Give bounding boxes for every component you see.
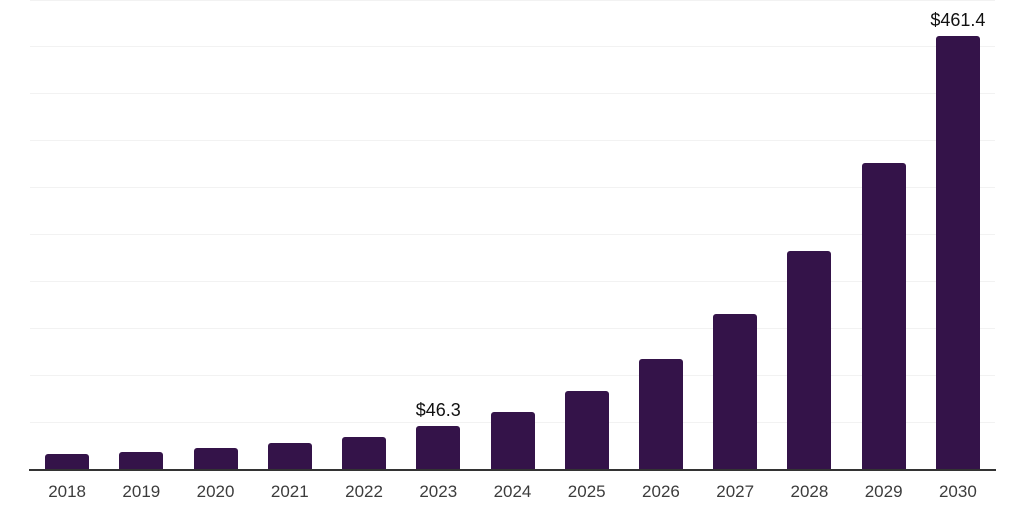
bar-2030[interactable] <box>935 36 980 470</box>
x-tick-label-2023: 2023 <box>419 482 458 501</box>
bar-2021[interactable] <box>267 442 312 470</box>
x-axis-line <box>29 469 996 471</box>
gridline <box>30 140 995 141</box>
gridline <box>30 234 995 235</box>
bar-2023[interactable] <box>416 426 461 470</box>
x-tick-label-2018: 2018 <box>48 482 87 501</box>
bar-2026[interactable] <box>638 359 683 470</box>
gridline <box>30 187 995 188</box>
x-tick-label-2022: 2022 <box>345 482 383 501</box>
bar-2020[interactable] <box>193 448 238 470</box>
gridline <box>30 375 995 376</box>
x-tick-label-2021: 2021 <box>270 482 309 501</box>
bar-2029[interactable] <box>861 162 906 470</box>
bar-2028[interactable] <box>787 250 832 470</box>
bar-2024[interactable] <box>490 411 535 470</box>
bar-2019[interactable] <box>119 452 164 470</box>
x-tick-label-2028: 2028 <box>790 482 829 501</box>
gridline <box>30 281 995 282</box>
gridline <box>30 328 995 329</box>
bar-2022[interactable] <box>342 436 387 470</box>
x-tick-label-2030: 2030 <box>938 482 977 501</box>
gridline <box>30 93 995 94</box>
value-label-2023: $46.3 <box>415 400 461 421</box>
bar-2027[interactable] <box>713 313 758 470</box>
x-tick-label-2026: 2026 <box>642 482 680 501</box>
gridline <box>30 0 995 1</box>
gridline <box>30 46 995 47</box>
x-tick-label-2025: 2025 <box>567 482 606 501</box>
x-tick-label-2020: 2020 <box>196 482 235 501</box>
value-label-2030: $461.4 <box>930 10 986 31</box>
bar-2018[interactable] <box>45 454 90 470</box>
x-tick-label-2019: 2019 <box>122 482 161 501</box>
x-tick-label-2024: 2024 <box>493 482 532 501</box>
x-tick-label-2029: 2029 <box>864 482 903 501</box>
bar-2025[interactable] <box>564 390 609 470</box>
x-tick-label-2027: 2027 <box>716 482 755 501</box>
